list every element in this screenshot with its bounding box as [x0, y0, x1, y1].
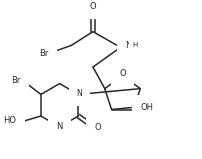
Text: N: N [125, 41, 131, 50]
Text: O: O [119, 69, 125, 78]
Text: OH: OH [139, 103, 152, 112]
Text: O: O [94, 123, 101, 132]
Text: Br: Br [39, 49, 48, 58]
Text: H: H [132, 42, 137, 48]
Text: Br: Br [11, 76, 20, 85]
Text: N: N [56, 122, 62, 131]
Text: HO: HO [3, 116, 16, 125]
Text: N: N [76, 89, 82, 98]
Text: O: O [89, 2, 96, 11]
